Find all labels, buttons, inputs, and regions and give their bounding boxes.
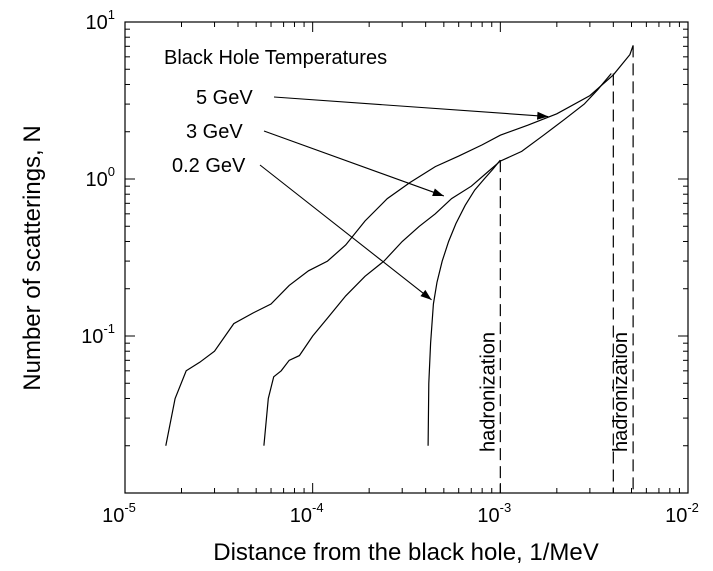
annotations: 5 GeV 3 GeV 0.2 GeV xyxy=(172,87,549,301)
x-axis-label: Distance from the black hole, 1/MeV xyxy=(213,539,599,566)
annotation-label: 0.2 GeV xyxy=(172,155,246,177)
series-line-2 xyxy=(427,159,501,446)
annotation-arrow xyxy=(259,164,432,301)
legend-title: Black Hole Temperatures xyxy=(164,47,387,69)
plot-frame xyxy=(124,21,689,494)
annotation-label: 3 GeV xyxy=(186,121,243,143)
y-tick-label: 101 xyxy=(86,7,115,34)
x-tick-label: 10-3 xyxy=(477,500,511,527)
arrow-head xyxy=(536,111,549,120)
x-tick-label: 10-2 xyxy=(665,500,699,527)
annotation-label: 5 GeV xyxy=(196,87,253,109)
hadronization-label: hadronization xyxy=(477,332,499,452)
axis-tick-labels: 10-5 10-4 10-3 10-2 10-1 100 101 xyxy=(81,7,699,527)
series-curves xyxy=(165,45,634,446)
hadronization-label: hadronization xyxy=(610,332,632,452)
y-tick-label: 10-1 xyxy=(81,321,115,348)
y-axis-label: Number of scatterings, N xyxy=(19,125,46,390)
series-line-1 xyxy=(263,73,612,446)
y-tick-label: 100 xyxy=(86,164,115,191)
annotation-arrow xyxy=(273,96,549,118)
arrow-head xyxy=(432,188,444,196)
x-tick-label: 10-5 xyxy=(102,500,136,527)
arrow-head xyxy=(420,289,432,300)
series-line-0 xyxy=(165,45,634,446)
x-tick-label: 10-4 xyxy=(290,500,324,527)
annotation-arrow xyxy=(263,130,445,197)
hadronization-markers: hadronization hadronization xyxy=(477,45,634,493)
